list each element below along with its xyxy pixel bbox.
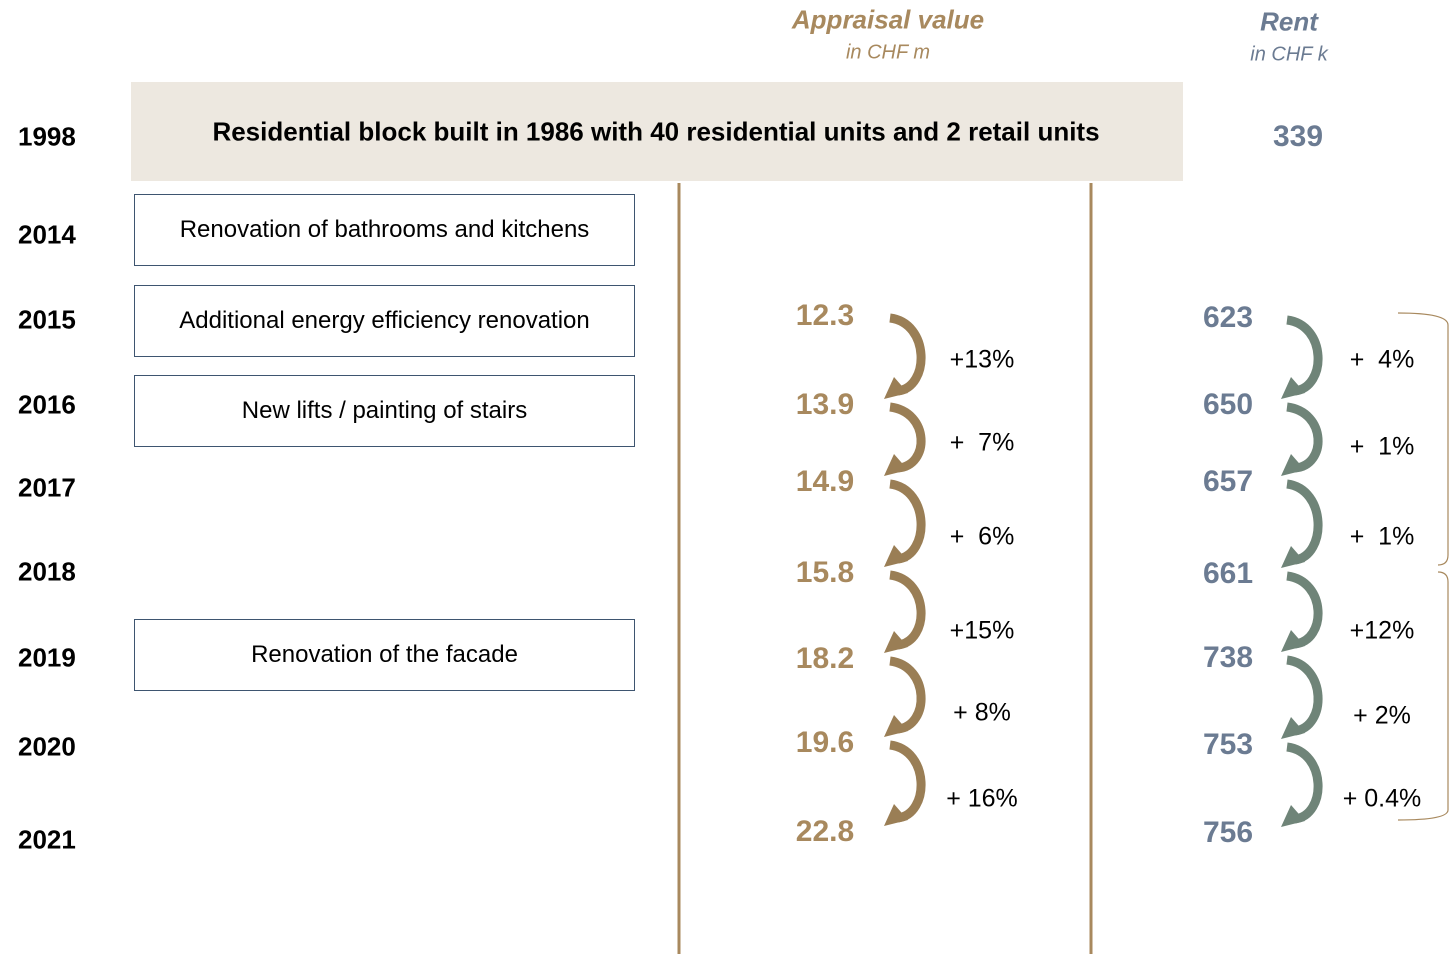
banner-bg (131, 82, 1183, 181)
year: 2017 (18, 472, 76, 503)
appraisal-title: Appraisal value (791, 4, 985, 35)
arrow-head (1281, 454, 1305, 476)
arrow-head (1281, 717, 1305, 739)
year: 2021 (18, 824, 76, 855)
rent-value: 738 (1202, 641, 1254, 674)
appraisal-value: 19.6 (795, 726, 855, 759)
arrow (888, 570, 926, 650)
event-box: Renovation of bathrooms and kitchens (134, 194, 635, 266)
bracket (1397, 571, 1449, 821)
appraisal-value: 14.9 (795, 465, 855, 498)
appraisal-change: + 6% (949, 522, 1015, 551)
arrow-head (884, 631, 908, 653)
arrow-head (884, 715, 908, 737)
rent-value: 650 (1202, 388, 1254, 421)
rent-unit: in CHF k (1250, 43, 1328, 66)
banner-text: Residential block built in 1986 with 40 … (212, 116, 1100, 147)
year: 2016 (18, 389, 76, 420)
rent-change: + 1% (1349, 432, 1415, 461)
rent-change: + 4% (1349, 345, 1415, 374)
arrow-head (1281, 377, 1305, 399)
bracket (1397, 312, 1449, 566)
arrow-head (1281, 546, 1305, 568)
banner-rent: 339 (1272, 120, 1324, 153)
rent-value: 623 (1202, 301, 1254, 334)
rent-value: 657 (1202, 465, 1254, 498)
rent-value: 756 (1202, 816, 1254, 849)
arrow-head (884, 804, 908, 826)
appraisal-change: + 8% (953, 698, 1011, 727)
arrow (1285, 479, 1323, 565)
arrow (889, 656, 926, 734)
rent-change: +12% (1349, 616, 1415, 645)
arrow-head (884, 454, 908, 476)
appraisal-change: + 16% (946, 784, 1018, 813)
appraisal-value: 12.3 (795, 299, 855, 332)
rent-change: + 0.4% (1342, 784, 1422, 813)
rent-value: 661 (1202, 557, 1254, 590)
appraisal-change: +13% (949, 345, 1015, 374)
year: 1998 (18, 121, 76, 152)
rent-change: + 1% (1349, 522, 1415, 551)
arrow (888, 740, 926, 823)
arrow (1286, 402, 1323, 473)
arrow-head (884, 545, 908, 567)
arrow (1285, 315, 1323, 396)
arrow (888, 479, 926, 564)
appraisal-value: 18.2 (795, 642, 855, 675)
rent-title: Rent (1260, 6, 1318, 37)
rent-value: 753 (1202, 728, 1254, 761)
event-box: Additional energy efficiency renovation (134, 285, 635, 357)
arrow (889, 402, 926, 473)
appraisal-value: 22.8 (795, 815, 855, 848)
arrow (888, 313, 926, 396)
arrow-head (1281, 630, 1305, 652)
appraisal-change: + 7% (949, 428, 1015, 457)
appraisal-change: +15% (949, 616, 1015, 645)
year: 2014 (18, 219, 76, 250)
event-box: Renovation of the facade (134, 619, 635, 691)
appraisal-unit: in CHF m (845, 41, 931, 64)
year: 2020 (18, 731, 76, 762)
year: 2019 (18, 642, 76, 673)
arrow-head (884, 377, 908, 399)
appraisal-value: 13.9 (795, 388, 855, 421)
year: 2015 (18, 304, 76, 335)
arrow (1285, 742, 1323, 824)
rent-change: + 2% (1353, 701, 1411, 730)
arrow (1286, 571, 1323, 649)
year: 2018 (18, 556, 76, 587)
arrow-head (1281, 805, 1305, 827)
appraisal-value: 15.8 (795, 556, 855, 589)
event-box: New lifts / painting of stairs (134, 375, 635, 447)
arrow (1285, 655, 1323, 736)
